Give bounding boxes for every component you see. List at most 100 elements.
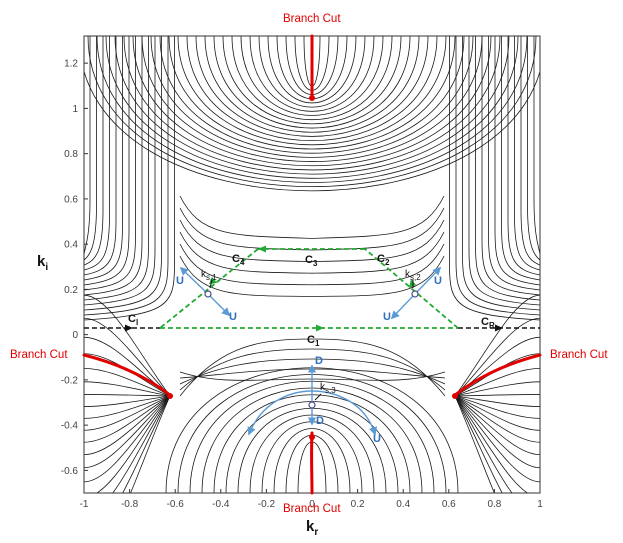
contour-line	[454, 395, 503, 493]
contour-line	[84, 36, 156, 306]
branch-cut-label-right: Branch Cut	[550, 349, 608, 361]
contour-line	[179, 219, 445, 263]
contour-label-cl: Cl	[128, 313, 138, 327]
y-tick-label: 1	[72, 104, 78, 115]
contour-line	[84, 36, 123, 281]
contour-line	[84, 36, 97, 261]
saddle-label-2: ks,2	[405, 269, 421, 282]
contour-line	[249, 36, 375, 112]
contour-line	[454, 395, 540, 469]
contour-line	[84, 36, 110, 271]
x-tick-label: 0.4	[396, 499, 410, 510]
contour-line	[84, 395, 171, 456]
contour-label-cr: CR	[481, 316, 495, 330]
contour-line	[475, 36, 540, 301]
dir-label-u3: U	[434, 275, 442, 287]
contour-line	[454, 294, 540, 397]
saddle-label-3: ks,3	[320, 382, 336, 395]
contour-line	[494, 36, 540, 286]
contour-line	[507, 36, 540, 276]
dir-label-d1: D	[315, 355, 323, 367]
contour-line	[84, 36, 104, 266]
contour-line	[112, 395, 171, 493]
contour-line	[258, 36, 366, 108]
contour-line	[179, 255, 445, 297]
branch-cut-label-bottom: Branch Cut	[283, 503, 341, 515]
contour-line	[501, 36, 540, 281]
y-tick-label: -0.4	[61, 421, 79, 432]
contour-line	[454, 394, 540, 397]
contour-line	[468, 36, 540, 306]
x-axis-ticks: -1 -0.8 -0.6 -0.4 -0.2 0 0.2 0.4 0.6 0.8 1	[80, 489, 543, 510]
contour-line	[222, 36, 402, 125]
contour-line	[84, 395, 171, 407]
c1-arrow	[316, 324, 324, 332]
contour-line	[84, 395, 171, 469]
integration-contour	[159, 248, 459, 329]
contour-line	[455, 36, 540, 316]
dir-label-u4: U	[383, 311, 391, 323]
contour-line	[179, 338, 446, 397]
contour-line	[84, 36, 162, 311]
contour-line	[454, 395, 540, 456]
branch-cut-label-left: Branch Cut	[10, 349, 68, 361]
contour-line	[488, 36, 540, 291]
contour-line	[179, 195, 445, 239]
branch-cut-left	[82, 353, 172, 397]
saddle-points	[204, 290, 419, 409]
path-cr-arrow	[495, 324, 503, 332]
contour-line	[84, 394, 171, 397]
contour-line	[159, 36, 465, 154]
contour-line	[150, 36, 474, 158]
contour-line	[84, 36, 175, 321]
y-tick-label: 0.4	[64, 240, 78, 251]
dir-label-d2: D	[316, 415, 324, 427]
contour-line	[84, 36, 149, 301]
y-tick-label: 0.6	[64, 194, 78, 205]
contour-line	[179, 358, 446, 385]
direction-arrows	[179, 266, 442, 436]
y-axis-ticks: 1.2 1 0.8 0.6 0.4 0.2 0 -0.2 -0.4 -0.6	[61, 59, 88, 477]
path-c4	[159, 248, 259, 329]
contour-line	[84, 36, 143, 296]
contour-line	[130, 395, 171, 493]
y-tick-label: 1.2	[64, 59, 78, 70]
dir-label-u2: U	[229, 311, 237, 323]
contour-line	[454, 395, 540, 419]
branch-cut-right	[453, 353, 542, 397]
saddle-label-1: ks,1	[201, 269, 217, 282]
x-tick-label: -0.6	[167, 499, 185, 510]
contour-label-c2: C2	[377, 253, 390, 267]
contour-line	[132, 36, 492, 166]
contour-label-c1: C1	[307, 334, 320, 348]
contour-line	[213, 36, 411, 129]
contour-line	[231, 36, 393, 121]
contour-line	[84, 68, 540, 192]
y-tick-label: 0.8	[64, 149, 78, 160]
contour-line	[141, 36, 483, 162]
contour-line	[114, 36, 510, 175]
contour-line	[204, 36, 420, 133]
contour-line	[179, 207, 445, 251]
contour-line	[454, 367, 540, 397]
contour-line	[527, 36, 540, 261]
contour-line	[84, 395, 171, 483]
contour-line	[454, 395, 540, 483]
x-tick-label: 0.8	[487, 499, 501, 510]
contour-line	[84, 395, 171, 443]
branch-cut-label-top: Branch Cut	[283, 13, 341, 25]
contour-line	[84, 317, 171, 397]
contour-line	[179, 348, 446, 391]
contour-line	[462, 36, 540, 311]
contour-line	[84, 36, 91, 256]
contour-line	[84, 367, 171, 397]
contour-line	[84, 395, 171, 419]
c3-arrow	[258, 245, 266, 253]
x-tick-label: 0.6	[442, 499, 456, 510]
contour-label-c4: C4	[232, 253, 245, 267]
contour-line	[533, 36, 540, 256]
contour-line	[179, 243, 445, 286]
y-tick-label: -0.6	[61, 466, 79, 477]
contour-line	[179, 231, 445, 274]
